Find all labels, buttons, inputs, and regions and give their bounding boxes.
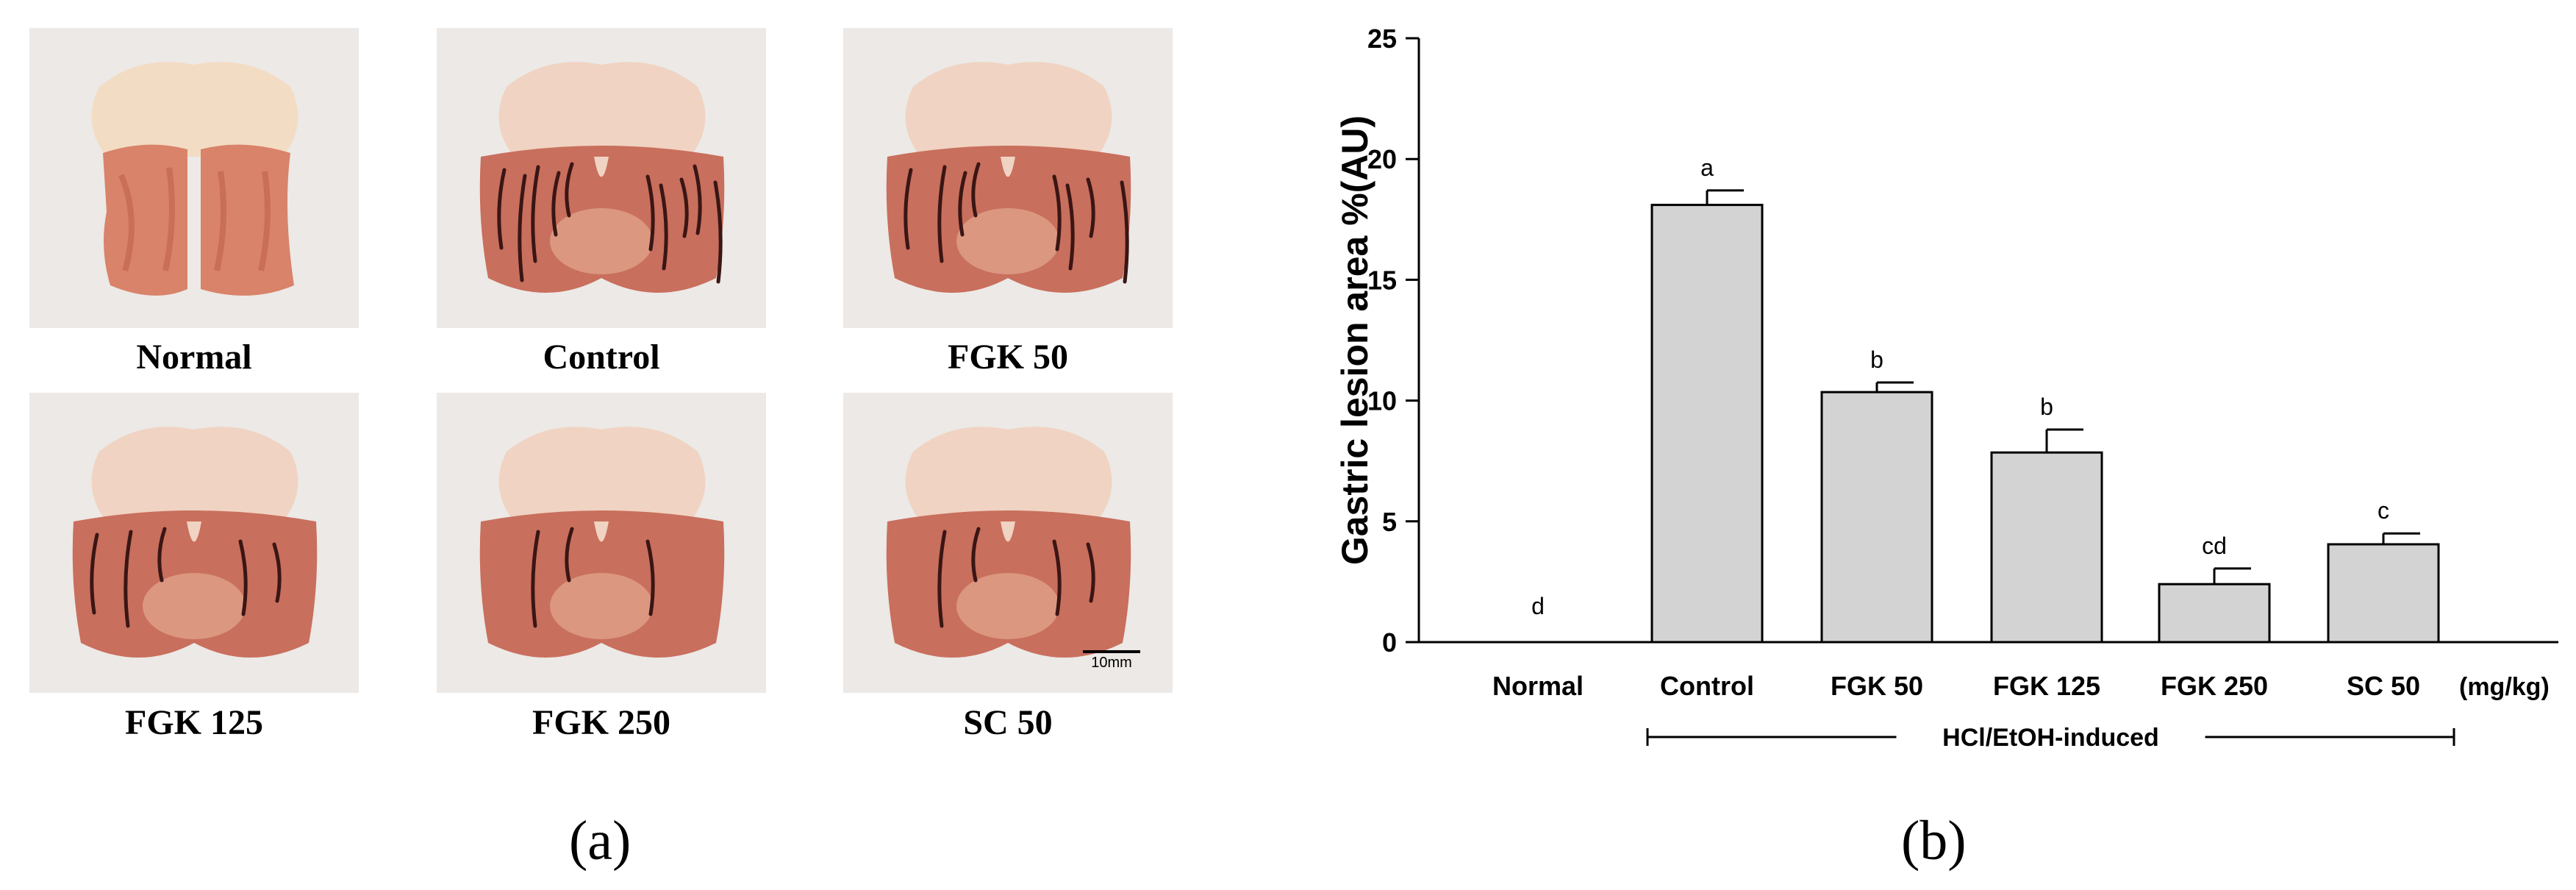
stomach-photo — [843, 393, 1173, 693]
x-tick-label: Normal — [1492, 671, 1584, 701]
significance-label: c — [2378, 497, 2389, 524]
photo-caption: FGK 50 — [948, 338, 1068, 377]
stomach-photo — [29, 28, 359, 328]
x-tick-label: FGK 50 — [1831, 671, 1923, 701]
scale-bar: 10mm — [1083, 650, 1140, 672]
bar-chart: 0 5 10 15 20 25 Gastric lesion area %(AU) d Norm… — [1334, 24, 2558, 755]
significance-label: a — [1700, 154, 1714, 181]
photo-caption: SC 50 — [963, 703, 1053, 742]
stomach-photo — [437, 393, 766, 693]
unit-label: (mg/kg) — [2459, 673, 2550, 701]
group-bracket-label: HCl/EtOH-induced — [1942, 724, 2159, 752]
x-tick-label: SC 50 — [2347, 671, 2420, 701]
stomach-photo — [437, 28, 766, 328]
stomach-photo — [843, 28, 1173, 328]
panel-b-label: (b) — [1901, 810, 1967, 872]
significance-label: b — [1870, 346, 1883, 373]
x-tick-label: FGK 125 — [1993, 671, 2100, 701]
x-tick-label: Control — [1660, 671, 1754, 701]
y-tick-label: 25 — [1367, 24, 1397, 54]
photo-caption: FGK 125 — [125, 703, 263, 742]
bar — [2158, 583, 2271, 644]
bar — [1820, 391, 1933, 644]
photo-caption: Normal — [136, 338, 252, 377]
significance-label: b — [2040, 394, 2053, 420]
y-tick-label: 10 — [1367, 386, 1397, 416]
y-axis-label: Gastric lesion area %(AU) — [1334, 115, 1375, 565]
photo-caption: Control — [543, 338, 660, 377]
x-tick-label: FGK 250 — [2161, 671, 2268, 701]
bar — [1990, 451, 2103, 644]
bar — [1650, 204, 1764, 644]
bar — [2327, 543, 2440, 644]
y-tick-label: 20 — [1367, 144, 1397, 174]
significance-label: d — [1531, 593, 1545, 619]
panel-a-label: (a) — [569, 810, 632, 872]
y-tick-label: 15 — [1367, 265, 1397, 295]
y-tick-label: 0 — [1382, 627, 1397, 658]
scale-bar-label: 10mm — [1091, 655, 1132, 671]
significance-label: cd — [2202, 533, 2227, 559]
stomach-photo — [29, 393, 359, 693]
group-bracket-gap — [1896, 719, 2205, 755]
photo-caption: FGK 250 — [532, 703, 670, 742]
y-tick-label: 5 — [1382, 507, 1397, 537]
